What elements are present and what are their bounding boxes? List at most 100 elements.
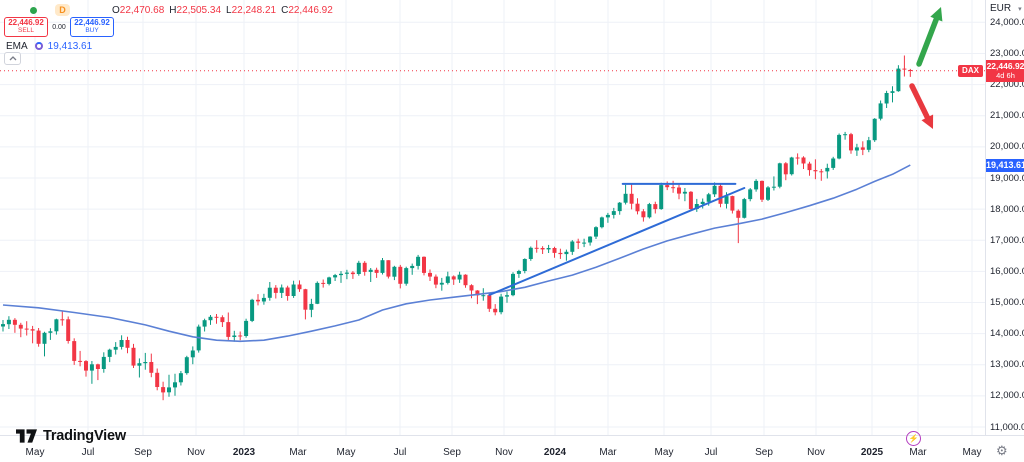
price-axis-label: 14,000.00 [990,328,1024,340]
candle [125,336,130,354]
ema-line[interactable] [2,164,911,343]
candle [220,315,225,327]
candle [18,322,23,338]
candle [410,263,415,275]
price-axis-label: 15,000.00 [990,297,1024,308]
sell-button[interactable]: 22,446.92 SELL [4,17,48,37]
candle [173,373,177,396]
buy-label: BUY [85,26,99,34]
candle [89,361,94,384]
buy-button[interactable]: 22,446.92 BUY [70,17,114,37]
last-price-badge: 22,446.92 4d 6h [986,60,1024,82]
time-axis-month-label: Sep [134,447,152,458]
chart-plot-area[interactable] [0,0,986,436]
price-axis-label: 16,000.00 [990,265,1024,277]
candle [12,318,17,333]
candle [54,318,59,335]
time-axis-month-label: Nov [187,447,205,458]
candle [457,271,462,283]
arrow-up-annotation[interactable] [916,7,943,67]
candle [771,176,776,191]
bar-countdown: 4d 6h [996,71,1015,81]
candle [896,65,901,92]
candle [825,163,830,179]
time-axis-month-label: Mar [599,447,617,458]
candle [801,156,806,169]
candle [588,236,593,246]
tradingview-logo-icon [16,429,37,443]
candle [380,258,385,275]
candle [428,269,432,281]
candle [635,198,640,215]
candle [908,68,913,77]
candle [232,330,237,342]
time-axis-month-label: Nov [807,447,825,458]
candle [463,274,468,288]
price-axis-label: 11,000.00 [990,421,1024,433]
currency-selector[interactable]: EUR ▾ [990,3,1022,14]
time-axis-year-label: 2025 [860,447,884,458]
time-axis[interactable]: ⚙ May Jul Sep Nov 2023 Mar May Jul Sep Nov 2024 Mar… [0,435,1024,462]
time-axis-month-label: May [962,447,982,458]
ohlc-values: O22,470.68 H22,505.34 L22,248.21 C22,446.92 [112,5,338,16]
time-axis-month-label: Sep [443,447,461,458]
candle [422,256,426,276]
symbol-logo-badge[interactable]: D [55,4,70,16]
candle [445,271,450,285]
price-axis-label: 13,000.00 [990,359,1024,371]
candle [344,269,349,280]
price-axis-label: 21,000.00 [990,110,1024,122]
symbol-legend-row: D O22,470.68 H22,505.34 L22,248.21 C22,446.… [30,3,338,17]
candle [558,248,563,259]
ema-indicator-legend[interactable]: EMA 19,413.61 [6,40,92,52]
price-axis-label: 23,000.00 [990,48,1024,59]
time-axis-month-label: Nov [495,447,513,458]
candle [516,269,521,278]
candle [184,355,189,375]
candle [641,209,646,222]
candle [202,318,207,332]
candle [653,201,658,214]
currency-label: EUR [990,3,1012,14]
candle [1,320,5,332]
candle [748,188,753,202]
tradingview-branding[interactable]: TradingView [16,428,126,444]
time-axis-month-label: May [25,447,45,458]
candle [807,161,812,176]
candle [878,100,883,121]
high-label: H [169,4,177,16]
candle [214,314,219,324]
lightning-boost-icon[interactable]: ⚡ [906,431,921,446]
candle [534,240,539,253]
trade-panel: 22,446.92 SELL 0.00 22,446.92 BUY [4,17,114,37]
candle [392,265,397,281]
price-axis-label: 17,000.00 [990,234,1024,246]
arrow-down-annotation[interactable] [909,83,934,129]
candle [72,338,77,365]
gear-icon[interactable]: ⚙ [996,443,1008,458]
candle [167,374,171,397]
candle [665,181,670,191]
price-axis[interactable]: EUR ▾ 24,000.00 23,000.00 22,000.00 21,000.… [985,0,1024,462]
tradingview-wordmark: TradingView [43,428,126,444]
candle [499,293,504,315]
candle [36,328,41,347]
candle [617,202,622,215]
open-label: O [112,4,120,16]
candle [843,131,848,140]
candle [256,294,260,306]
candle [902,55,907,77]
candle [872,118,877,142]
trendline-ascending[interactable] [488,187,746,296]
candle [6,316,11,329]
candle [611,207,616,219]
candle [362,261,367,276]
low-value: 22,248.21 [231,4,277,16]
candle [700,198,705,209]
candle [736,209,741,244]
legend-collapse-button[interactable] [4,52,21,65]
candle [546,244,551,253]
candle [327,276,332,286]
candle [890,86,895,103]
